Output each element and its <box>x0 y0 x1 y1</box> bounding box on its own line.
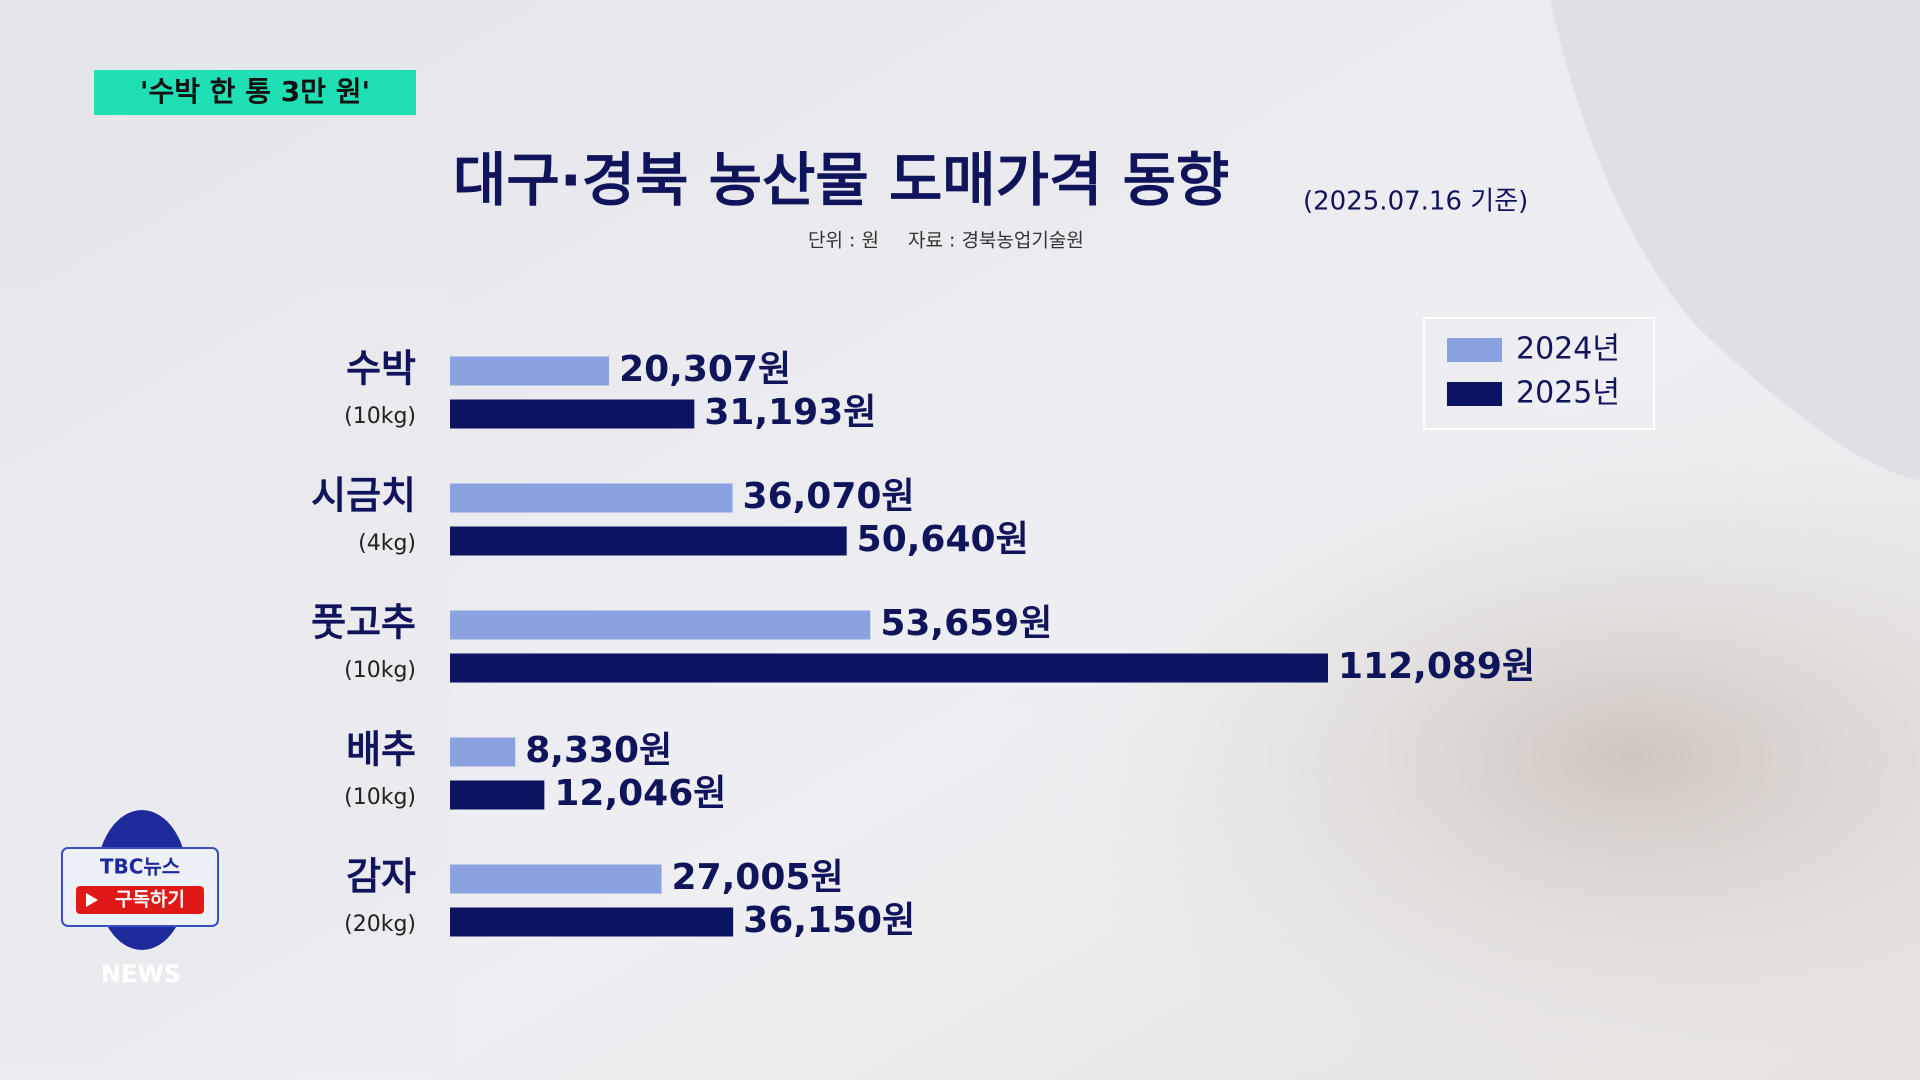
logo-button: 구독하기 <box>115 889 185 911</box>
legend-box <box>1423 317 1655 430</box>
bar <box>450 526 847 556</box>
decor-curve <box>1550 0 1920 480</box>
value-label: 8,330원 <box>525 730 672 771</box>
source-note: 자료 : 경북농업기술원 <box>908 230 1084 252</box>
bar <box>450 864 662 894</box>
bar <box>450 399 695 429</box>
bar <box>450 653 1328 683</box>
badge-bg <box>94 70 416 115</box>
label-panel <box>0 290 450 1070</box>
logo-top: TBC뉴스 <box>100 855 180 879</box>
category-unit: (20kg) <box>344 912 416 937</box>
value-label: 36,070원 <box>743 476 915 517</box>
chart-subtitle: (2025.07.16 기준) <box>1303 187 1528 217</box>
bar <box>450 610 871 640</box>
chart-title: 대구·경북 농산물 도매가격 동향 <box>453 146 1229 214</box>
category-label: 수박 <box>346 347 416 391</box>
category-unit: (10kg) <box>344 658 416 683</box>
badge: '수박 한 통 3만 원' <box>140 75 370 108</box>
value-label: 31,193원 <box>704 392 876 433</box>
bar <box>450 737 516 767</box>
logo-button-bg <box>76 886 204 914</box>
value-label: 20,307원 <box>619 349 791 390</box>
category-unit: (10kg) <box>344 785 416 810</box>
legend-label: 2024년 <box>1516 332 1620 367</box>
value-label: 36,150원 <box>743 900 915 941</box>
bar <box>450 483 733 513</box>
unit-note: 단위 : 원 <box>808 230 879 252</box>
category-label: 배추 <box>346 728 416 772</box>
category-label: 감자 <box>346 855 416 899</box>
value-label: 53,659원 <box>880 603 1052 644</box>
logo: TBC뉴스 구독하기 NEWS <box>61 810 219 988</box>
category-label: 시금치 <box>311 474 416 518</box>
category-unit: (10kg) <box>344 404 416 429</box>
category-unit: (4kg) <box>358 531 416 556</box>
logo-bottom: NEWS <box>101 960 181 988</box>
legend-swatch <box>1447 338 1502 362</box>
category-label: 풋고추 <box>311 601 416 645</box>
play-icon <box>86 893 98 907</box>
legend-label: 2025년 <box>1516 376 1620 411</box>
value-label: 112,089원 <box>1338 646 1535 687</box>
bar <box>450 356 610 386</box>
bar <box>450 907 734 937</box>
legend-swatch <box>1447 382 1502 406</box>
value-label: 50,640원 <box>857 519 1029 560</box>
value-label: 27,005원 <box>672 857 844 898</box>
value-label: 12,046원 <box>554 773 726 814</box>
bar <box>450 780 545 810</box>
